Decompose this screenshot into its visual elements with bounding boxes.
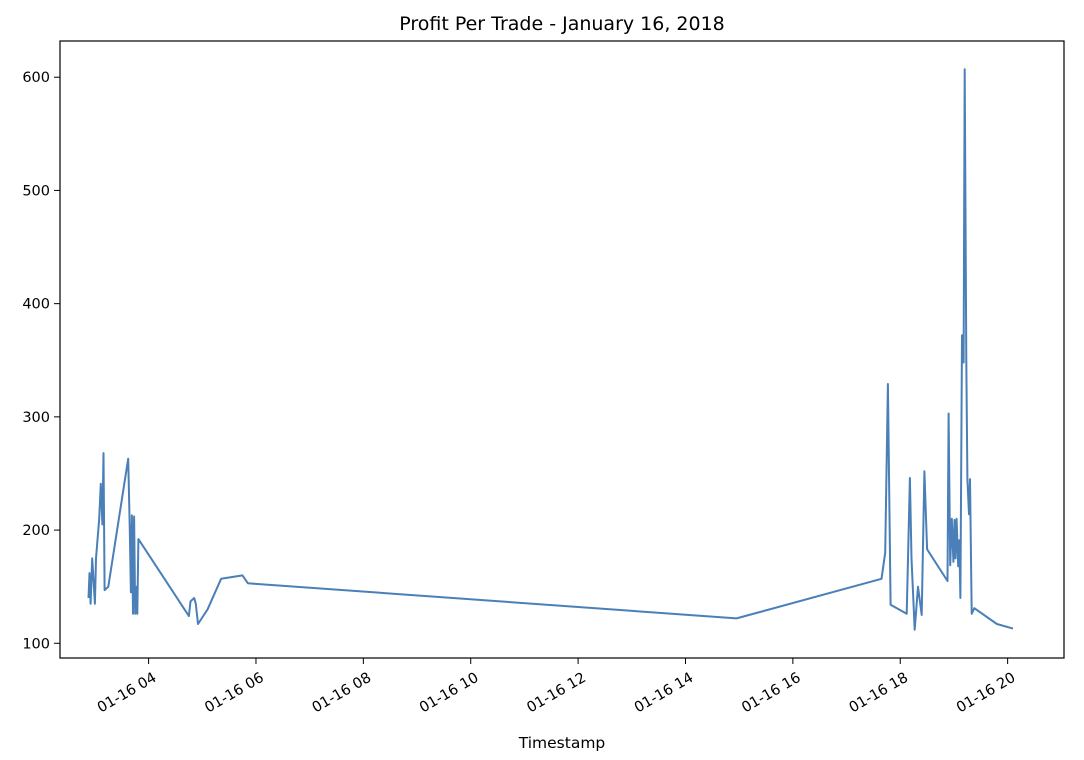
x-tick-label: 01-16 06	[202, 670, 266, 716]
x-tick-label: 01-16 08	[310, 670, 374, 716]
x-axis: 01-16 04 01-16 06 01-16 08 01-16 10 01-16 12…	[95, 658, 1018, 716]
y-tick-label: 500	[22, 183, 50, 199]
y-tick-label: 100	[22, 636, 50, 652]
x-tick-label: 01-16 16	[739, 670, 803, 716]
profit-series-line	[87, 68, 1014, 631]
x-tick-label: 01-16 12	[524, 670, 588, 716]
x-tick-label: 01-16 10	[417, 670, 481, 716]
x-tick-label: 01-16 20	[954, 670, 1018, 716]
y-axis: 100 200 300 400 500 600	[22, 70, 60, 652]
x-axis-label: Timestamp	[518, 734, 606, 752]
y-tick-label: 300	[22, 410, 50, 426]
y-tick-label: 200	[22, 523, 50, 539]
chart-title: Profit Per Trade - January 16, 2018	[399, 13, 725, 35]
y-tick-label: 600	[22, 70, 50, 86]
x-tick-label: 01-16 14	[632, 670, 696, 716]
x-tick-label: 01-16 04	[95, 670, 159, 716]
y-tick-label: 400	[22, 297, 50, 313]
x-tick-label: 01-16 18	[847, 670, 911, 716]
plot-area	[59, 40, 1065, 659]
